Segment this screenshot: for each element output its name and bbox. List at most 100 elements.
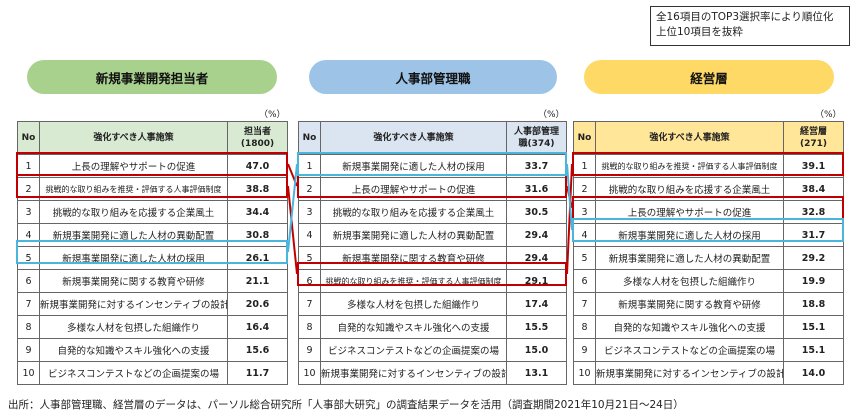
measure-label: 自発的な知識やスキル強化への支援: [320, 315, 507, 339]
measure-value: 30.5: [506, 200, 567, 224]
rank-number: 8: [298, 315, 321, 339]
measure-label: 新規事業開発に関する教育や研修: [39, 269, 228, 293]
table-row: 10 新規事業開発に対するインセンティブの設計 14.0: [573, 361, 844, 385]
measure-value: 17.4: [506, 292, 567, 316]
percent-unit-0: （%）: [259, 110, 286, 120]
measure-value: 15.1: [783, 315, 844, 339]
table-row: 6 挑戦的な取り組みを推奨・評価する人事評価制度 29.1: [298, 269, 567, 293]
table-row: 7 新規事業開発に関する教育や研修 18.8: [573, 292, 844, 316]
table-row: 5 新規事業開発に適した人材の採用 26.1: [17, 246, 288, 270]
measure-label: 新規事業開発に対するインセンティブの設計: [39, 292, 228, 316]
header-item: 強化すべき人事施策: [39, 121, 228, 155]
measure-label: 新規事業開発に対するインセンティブの設計: [595, 361, 784, 385]
table-row: 10 ビジネスコンテストなどの企画提案の場 11.7: [17, 361, 288, 385]
connector-line: [287, 185, 298, 275]
measure-value: 11.7: [227, 361, 288, 385]
header-item: 強化すべき人事施策: [320, 121, 507, 155]
measure-value: 26.1: [227, 246, 288, 270]
highlight-box: [16, 152, 288, 176]
highlight-box: [572, 218, 844, 242]
table-header-row: No 強化すべき人事施策 経営層 (271): [573, 121, 844, 155]
measure-label: ビジネスコンテストなどの企画提案の場: [39, 361, 228, 385]
rank-number: 7: [298, 292, 321, 316]
measure-value: 32.8: [783, 200, 844, 224]
measure-value: 29.2: [783, 246, 844, 270]
measure-label: 多様な人材を包摂した組織作り: [320, 292, 507, 316]
measure-label: 新規事業開発に適した人材の異動配置: [320, 223, 507, 247]
highlight-box: [572, 152, 844, 176]
table-row: 3 上長の理解やサポートの促進 32.8: [573, 200, 844, 224]
measure-label: 多様な人材を包摂した組織作り: [39, 315, 228, 339]
table-row: 5 新規事業開発に適した人材の異動配置 29.2: [573, 246, 844, 270]
rank-number: 6: [573, 269, 596, 293]
measure-label: 自発的な知識やスキル強化への支援: [595, 315, 784, 339]
rank-number: 8: [17, 315, 40, 339]
measure-label: 新規事業開発に適した人材の採用: [39, 246, 228, 270]
rank-number: 8: [573, 315, 596, 339]
measure-value: 18.8: [783, 292, 844, 316]
measure-label: 新規事業開発に対するインセンティブの設計: [320, 361, 507, 385]
header-no: No: [298, 121, 321, 155]
table-row: 6 新規事業開発に関する教育や研修 21.1: [17, 269, 288, 293]
note-line-2: 上位10項目を抜粋: [656, 26, 743, 38]
table-row: 7 新規事業開発に対するインセンティブの設計 20.6: [17, 292, 288, 316]
table-row: 6 多様な人材を包摂した組織作り 19.9: [573, 269, 844, 293]
rank-number: 6: [17, 269, 40, 293]
table-header-row: No 強化すべき人事施策 担当者 (1800): [17, 121, 288, 155]
measure-value: 19.9: [783, 269, 844, 293]
measure-label: 新規事業開発に適した人材の異動配置: [595, 246, 784, 270]
note-line-1: 全16項目のTOP3選択率により順位化: [656, 11, 834, 23]
measure-label: 新規事業開発に適した人材の異動配置: [39, 223, 228, 247]
highlight-box: [16, 240, 288, 264]
measure-value: 16.4: [227, 315, 288, 339]
measure-value: 15.5: [506, 315, 567, 339]
group-title-2: 経営層: [584, 60, 834, 94]
measure-value: 20.6: [227, 292, 288, 316]
rank-number: 10: [17, 361, 40, 385]
table-row: 8 自発的な知識やスキル強化への支援 15.1: [573, 315, 844, 339]
table-row: 10 新規事業開発に対するインセンティブの設計 13.1: [298, 361, 567, 385]
rank-number: 9: [17, 338, 40, 362]
highlight-box: [297, 262, 567, 286]
header-value: 経営層 (271): [783, 121, 844, 155]
percent-unit-1: （%）: [538, 110, 565, 120]
table-row: 3 挑戦的な取り組みを応援する企業風土 30.5: [298, 200, 567, 224]
highlight-box: [16, 174, 288, 198]
table-row: 8 自発的な知識やスキル強化への支援 15.5: [298, 315, 567, 339]
measure-label: 多様な人材を包摂した組織作り: [595, 269, 784, 293]
ranking-table-1: No 強化すべき人事施策 人事部管理 職(374) 1 新規事業開発に適した人材の採用 33…: [298, 121, 567, 385]
measure-label: 挑戦的な取り組みを応援する企業風土: [39, 200, 228, 224]
measure-value: 21.1: [227, 269, 288, 293]
measure-value: 15.0: [506, 338, 567, 362]
table-row: 3 挑戦的な取り組みを応援する企業風土 34.4: [17, 200, 288, 224]
rank-number: 4: [298, 223, 321, 247]
measure-label: 新規事業開発に関する教育や研修: [320, 246, 507, 270]
highlight-box: [297, 152, 567, 176]
header-no: No: [573, 121, 596, 155]
group-title-0: 新規事業開発担当者: [27, 60, 277, 94]
measure-label: ビジネスコンテストなどの企画提案の場: [595, 338, 784, 362]
measure-label: ビジネスコンテストなどの企画提案の場: [320, 338, 507, 362]
rank-number: 5: [573, 246, 596, 270]
ranking-table-0: No 強化すべき人事施策 担当者 (1800) 1 上長の理解やサポートの促進 47.0 2 挑…: [17, 121, 288, 385]
table-row: 9 ビジネスコンテストなどの企画提案の場 15.0: [298, 338, 567, 362]
rank-number: 7: [573, 292, 596, 316]
table-row: 9 ビジネスコンテストなどの企画提案の場 15.1: [573, 338, 844, 362]
header-value: 担当者 (1800): [227, 121, 288, 155]
connector-line: [287, 163, 298, 187]
measure-value: 29.4: [506, 223, 567, 247]
measure-value: 14.0: [783, 361, 844, 385]
header-item: 強化すべき人事施策: [595, 121, 784, 155]
connector-line: [287, 163, 298, 253]
measure-label: 挑戦的な取り組みを推奨・評価する人事評価制度: [320, 269, 507, 293]
table-row: 4 新規事業開発に適した人材の異動配置 29.4: [298, 223, 567, 247]
measure-value: 13.1: [506, 361, 567, 385]
rank-number: 10: [573, 361, 596, 385]
measure-value: 15.1: [783, 338, 844, 362]
highlight-box: [572, 196, 844, 220]
percent-unit-2: （%）: [815, 110, 842, 120]
measure-value: 15.6: [227, 338, 288, 362]
table-row: 8 多様な人材を包摂した組織作り 16.4: [17, 315, 288, 339]
table-row: 5 新規事業開発に関する教育や研修 29.4: [298, 246, 567, 270]
source-note: 出所：人事部管理職、経営層のデータは、パーソル総合研究所「人事部大研究」の調査結…: [8, 399, 684, 411]
